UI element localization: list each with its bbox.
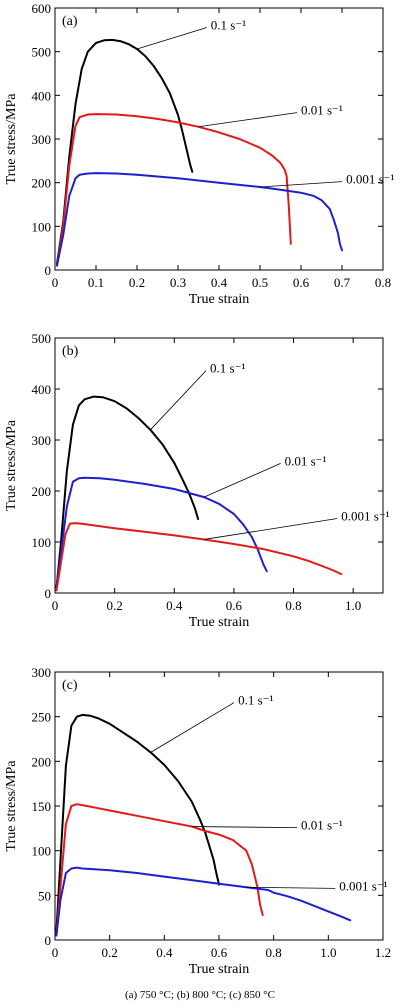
series-leader-c-2 — [246, 886, 336, 889]
panel-a: 0 0.1 0.2 0.3 0.4 0.5 0.6 0.7 0.8 0 100 200 300 400 50… — [4, 1, 395, 307]
figure-caption: (a) 750 °C; (b) 800 °C; (c) 850 °C — [125, 989, 275, 1001]
series-line-b-1 — [55, 476, 268, 589]
x-tick-label-a: 0.7 — [334, 275, 351, 290]
x-tick-label-c: 0.4 — [156, 945, 173, 960]
panel-label-b: (b) — [62, 344, 79, 359]
series-label-a-2: 0.001 s⁻¹ — [346, 172, 394, 187]
series-leader-c-0 — [150, 702, 235, 753]
panel-label-a: (a) — [62, 14, 78, 29]
series-leader-b-1 — [203, 463, 281, 498]
y-tick-label-c: 300 — [32, 665, 52, 680]
series-line-b-2 — [55, 522, 343, 592]
y-tick-label-a: 200 — [32, 176, 52, 191]
y-tick-label-a: 600 — [32, 1, 52, 16]
series-leader-b-0 — [150, 370, 207, 431]
x-tick-label-a: 0 — [52, 275, 59, 290]
x-axis-title-b: True strain — [189, 615, 250, 630]
y-tick-label-a: 300 — [32, 132, 52, 147]
panel-label-c: (c) — [62, 678, 78, 693]
y-tick-label-a: 0 — [45, 263, 52, 278]
x-tick-label-a: 0.5 — [252, 275, 268, 290]
y-tick-label-c: 100 — [32, 844, 52, 859]
series-line-c-1 — [55, 803, 264, 937]
y-tick-label-a: 100 — [32, 219, 52, 234]
series-label-a-0: 0.1 s⁻¹ — [211, 17, 246, 32]
panel-b: 0 0.2 0.4 0.6 0.8 1.0 0 100 200 300 400 500 True str… — [4, 331, 390, 630]
series-line-a-1 — [56, 113, 292, 267]
series-leader-b-2 — [204, 518, 338, 540]
series-line-c-2 — [55, 866, 352, 937]
series-label-c-1: 0.01 s⁻¹ — [301, 818, 343, 833]
y-tick-label-c: 200 — [32, 754, 52, 769]
plot-frame-c — [54, 671, 384, 941]
y-tick-label-a: 400 — [32, 88, 52, 103]
y-tick-label-b: 400 — [32, 382, 52, 397]
x-tick-label-b: 0.2 — [107, 598, 123, 613]
y-tick-label-b: 200 — [32, 484, 52, 499]
series-line-c-0 — [55, 713, 220, 933]
y-axis-title-c: True stress/MPa — [4, 760, 19, 852]
x-tick-label-b: 1.0 — [345, 598, 361, 613]
series-label-a-1: 0.01 s⁻¹ — [301, 103, 343, 118]
y-tick-label-b: 300 — [32, 433, 52, 448]
series-label-b-2: 0.001 s⁻¹ — [341, 509, 389, 524]
series-line-a-2 — [56, 172, 343, 267]
x-tick-label-c: 0.2 — [102, 945, 118, 960]
x-tick-label-a: 0.6 — [293, 275, 310, 290]
x-tick-label-b: 0.6 — [226, 598, 243, 613]
y-axis-title-a: True stress/MPa — [4, 93, 19, 185]
x-tick-label-a: 0.3 — [170, 275, 186, 290]
x-tick-label-c: 0.6 — [211, 945, 228, 960]
series-line-b-0 — [55, 395, 200, 589]
series-line-a-0 — [56, 38, 194, 265]
series-label-c-2: 0.001 s⁻¹ — [339, 878, 387, 893]
plot-frame-b — [54, 337, 384, 594]
series-leader-a-1 — [198, 112, 298, 128]
y-tick-label-b: 0 — [45, 586, 52, 601]
x-tick-label-b: 0.4 — [166, 598, 183, 613]
y-tick-label-b: 100 — [32, 535, 52, 550]
x-axis-title-c: True strain — [189, 962, 250, 977]
series-label-b-0: 0.1 s⁻¹ — [210, 361, 245, 376]
x-axis-title-a: True strain — [189, 292, 250, 307]
x-tick-label-b: 0.8 — [285, 598, 301, 613]
series-leader-a-0 — [136, 27, 207, 50]
y-axis-title-b: True stress/MPa — [4, 419, 19, 511]
y-tick-label-c: 0 — [45, 933, 52, 948]
x-tick-label-a: 0.2 — [129, 275, 145, 290]
x-tick-label-c: 0.8 — [266, 945, 282, 960]
x-tick-label-a: 0.8 — [375, 275, 391, 290]
y-tick-label-c: 50 — [38, 888, 51, 903]
series-label-c-0: 0.1 s⁻¹ — [238, 693, 273, 708]
series-leader-c-1 — [191, 826, 298, 829]
x-tick-label-c: 1.2 — [375, 945, 391, 960]
plot-frame-a — [54, 7, 384, 271]
x-tick-label-c: 1.0 — [320, 945, 336, 960]
x-tick-label-a: 0.1 — [88, 275, 104, 290]
x-tick-label-b: 0 — [52, 598, 59, 613]
y-tick-label-c: 250 — [32, 710, 52, 725]
series-label-b-1: 0.01 s⁻¹ — [285, 453, 327, 468]
y-tick-label-a: 500 — [32, 45, 52, 60]
series-leader-a-2 — [259, 181, 343, 188]
panel-c: 0 0.2 0.4 0.6 0.8 1.0 1.2 0 50 100 150 200 250 300 Tru… — [4, 665, 391, 977]
y-tick-label-c: 150 — [32, 799, 52, 814]
x-tick-label-a: 0.4 — [211, 275, 228, 290]
x-tick-label-c: 0 — [52, 945, 59, 960]
y-tick-label-b: 500 — [32, 331, 52, 346]
